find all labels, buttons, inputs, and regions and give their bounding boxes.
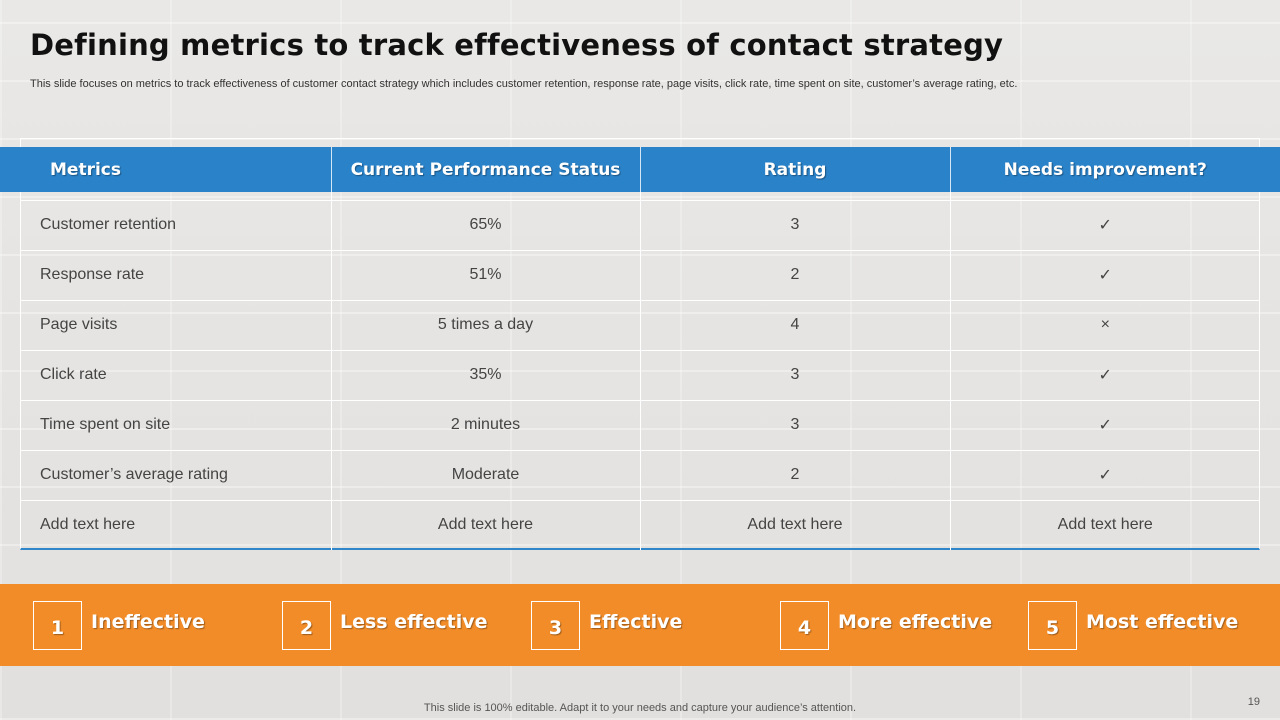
rating-cell: 2 bbox=[639, 249, 950, 300]
table-row: Click rate 35% 3 ✓ bbox=[20, 349, 1260, 400]
status-cell: 65% bbox=[330, 199, 640, 250]
check-icon: ✓ bbox=[949, 349, 1260, 400]
scale-label: Less effective bbox=[340, 611, 488, 633]
table-row: Add text here Add text here Add text her… bbox=[20, 499, 1260, 550]
slide-title: Defining metrics to track effectiveness … bbox=[30, 28, 1004, 62]
table-spacer-row bbox=[20, 192, 1260, 200]
check-icon: ✓ bbox=[949, 449, 1260, 500]
scale-number-box: 4 bbox=[780, 601, 829, 650]
rating-cell: 3 bbox=[639, 199, 950, 250]
metric-cell: Customer’s average rating bbox=[20, 449, 331, 500]
scale-number-box: 3 bbox=[531, 601, 580, 650]
cross-icon: × bbox=[949, 299, 1260, 350]
table-row: Time spent on site 2 minutes 3 ✓ bbox=[20, 399, 1260, 450]
status-cell: 5 times a day bbox=[330, 299, 640, 350]
status-cell: 35% bbox=[330, 349, 640, 400]
check-icon: ✓ bbox=[949, 199, 1260, 250]
metric-cell: Add text here bbox=[20, 499, 331, 550]
rating-cell: 3 bbox=[639, 399, 950, 450]
table-row: Customer retention 65% 3 ✓ bbox=[20, 199, 1260, 250]
scale-label: Most effective bbox=[1086, 611, 1239, 633]
header-needs-improvement: Needs improvement? bbox=[949, 147, 1260, 192]
metrics-table: Metrics Current Performance Status Ratin… bbox=[20, 147, 1260, 550]
check-icon: ✓ bbox=[949, 249, 1260, 300]
header-metrics: Metrics bbox=[50, 159, 121, 180]
needs-cell: Add text here bbox=[949, 499, 1260, 550]
rating-cell: Add text here bbox=[639, 499, 950, 550]
status-cell: Add text here bbox=[330, 499, 640, 550]
table-row: Customer’s average rating Moderate 2 ✓ bbox=[20, 449, 1260, 500]
scale-number-box: 5 bbox=[1028, 601, 1077, 650]
rating-cell: 2 bbox=[639, 449, 950, 500]
status-cell: 51% bbox=[330, 249, 640, 300]
rating-cell: 3 bbox=[639, 349, 950, 400]
status-cell: 2 minutes bbox=[330, 399, 640, 450]
footer-note: This slide is 100% editable. Adapt it to… bbox=[423, 702, 857, 714]
metric-cell: Time spent on site bbox=[20, 399, 331, 450]
status-cell: Moderate bbox=[330, 449, 640, 500]
metric-cell: Customer retention bbox=[20, 199, 331, 250]
scale-label: More effective bbox=[838, 611, 993, 633]
header-rating: Rating bbox=[639, 147, 950, 192]
scale-number-box: 1 bbox=[33, 601, 82, 650]
table-header-row: Metrics Current Performance Status Ratin… bbox=[20, 147, 1260, 192]
metric-cell: Response rate bbox=[20, 249, 331, 300]
page-number: 19 bbox=[1247, 696, 1260, 708]
table-row: Page visits 5 times a day 4 × bbox=[20, 299, 1260, 350]
check-icon: ✓ bbox=[949, 399, 1260, 450]
scale-label: Ineffective bbox=[91, 611, 205, 633]
metric-cell: Click rate bbox=[20, 349, 331, 400]
scale-number-box: 2 bbox=[282, 601, 331, 650]
header-current-status: Current Performance Status bbox=[330, 147, 640, 192]
scale-label: Effective bbox=[589, 611, 683, 633]
metric-cell: Page visits bbox=[20, 299, 331, 350]
slide-subtitle: This slide focuses on metrics to track e… bbox=[30, 78, 1018, 90]
table-row: Response rate 51% 2 ✓ bbox=[20, 249, 1260, 300]
rating-scale-band: 1 Ineffective 2 Less effective 3 Effecti… bbox=[0, 584, 1280, 666]
rating-cell: 4 bbox=[639, 299, 950, 350]
